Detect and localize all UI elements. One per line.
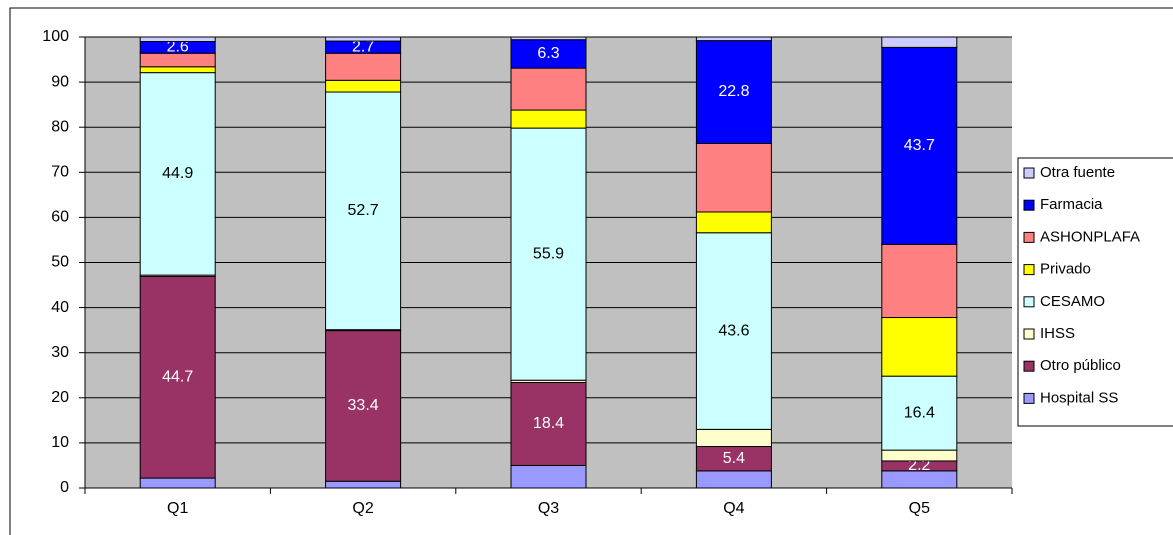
legend-label: Otro público: [1040, 357, 1121, 374]
bar-segment: [881, 375, 958, 451]
bar-segment: [510, 127, 587, 381]
y-tick-label: 40: [51, 299, 69, 316]
bar-segment: [510, 381, 587, 466]
legend-swatch: [1023, 199, 1035, 211]
bar-segment: [510, 36, 587, 41]
data-label: 2.7: [352, 38, 374, 55]
legend-label: CESAMO: [1040, 293, 1105, 310]
bar-segment: [325, 330, 402, 482]
legend-swatch: [1023, 392, 1035, 404]
x-tick-label: Q3: [538, 500, 559, 517]
y-tick-label: 30: [51, 344, 69, 361]
legend-label: Otra fuente: [1040, 164, 1115, 181]
bar-segment: [510, 464, 587, 489]
legend-label: Hospital SS: [1040, 389, 1118, 406]
legend-label: ASHONPLAFA: [1040, 228, 1140, 245]
legend-swatch: [1023, 231, 1035, 243]
data-label: 52.7: [348, 202, 379, 219]
bar-segment: [695, 40, 772, 144]
bar-segment: [325, 91, 402, 331]
bar-segment: [881, 46, 958, 245]
bar-segment: [881, 243, 958, 319]
y-tick-label: 80: [51, 118, 69, 135]
data-label: 55.9: [533, 245, 564, 262]
bar-segment: [325, 480, 402, 489]
bar-segment: [510, 39, 587, 69]
data-label: 44.7: [162, 368, 193, 385]
x-tick-label: Q4: [723, 500, 744, 517]
bar-segment: [325, 79, 402, 93]
data-label: 18.4: [533, 415, 564, 432]
y-tick-label: 50: [51, 254, 69, 271]
data-label: 33.4: [348, 397, 379, 414]
bar-segment: [325, 36, 402, 42]
data-label: 43.7: [904, 137, 935, 154]
y-tick-label: 10: [51, 434, 69, 451]
y-tick-label: 100: [42, 28, 69, 45]
bar-segment: [139, 66, 216, 74]
bar-segment: [139, 477, 216, 489]
bar-segment: [510, 67, 587, 111]
legend-box: [1017, 157, 1173, 427]
data-label: 6.3: [537, 45, 559, 62]
bar-segment: [510, 109, 587, 129]
legend-swatch: [1023, 360, 1035, 372]
y-tick-label: 60: [51, 209, 69, 226]
x-tick-label: Q2: [352, 500, 373, 517]
legend-swatch: [1023, 328, 1035, 340]
bar-segment: [695, 232, 772, 430]
y-tick-label: 90: [51, 73, 69, 90]
y-tick-label: 70: [51, 164, 69, 181]
bar-segment: [695, 428, 772, 448]
bar-segment: [695, 36, 772, 42]
data-label: 44.9: [162, 165, 193, 182]
legend-swatch: [1023, 264, 1035, 276]
bar-segment: [139, 36, 216, 43]
legend-swatch: [1023, 167, 1035, 179]
x-tick-label: Q1: [167, 500, 188, 517]
x-tick-label: Q5: [909, 500, 930, 517]
y-tick-label: 20: [51, 389, 69, 406]
bar-segment: [695, 211, 772, 234]
bar-segment: [325, 52, 402, 81]
y-tick-label: 0: [60, 479, 69, 496]
data-label: 5.4: [723, 450, 745, 467]
bar-segment: [139, 275, 216, 479]
bar-segment: [695, 446, 772, 472]
bar-segment: [881, 449, 958, 462]
bar-segment: [881, 317, 958, 377]
bar-segment: [695, 142, 772, 213]
data-label: 22.8: [718, 83, 749, 100]
legend-label: Farmacia: [1040, 196, 1103, 213]
legend-label: IHSS: [1040, 325, 1075, 342]
legend-label: Privado: [1040, 261, 1091, 278]
data-label: 16.4: [904, 404, 935, 421]
data-label: 43.6: [718, 322, 749, 339]
bar-segment: [881, 36, 958, 48]
legend-swatch: [1023, 296, 1035, 308]
bar-segment: [695, 470, 772, 489]
data-label: 2.6: [167, 39, 189, 56]
